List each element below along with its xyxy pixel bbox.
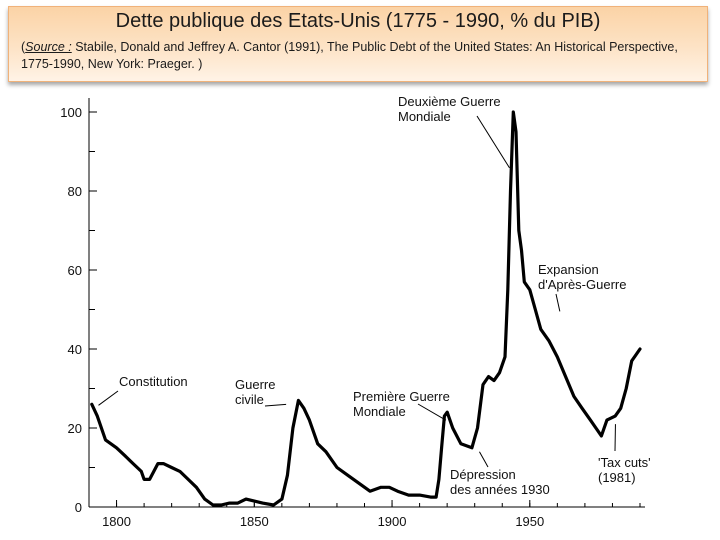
annotation-label: Guerre — [235, 377, 275, 392]
annotation-label: Mondiale — [398, 109, 451, 124]
y-tick-label: 40 — [68, 342, 82, 357]
annotation-label: civile — [235, 392, 264, 407]
annotation-label: (1981) — [598, 470, 636, 485]
annotation-leader — [479, 451, 489, 468]
source-paren: ( — [21, 40, 26, 54]
annotation-leader — [476, 115, 510, 169]
y-tick-label: 100 — [60, 105, 82, 120]
annotation-label: Première Guerre — [353, 389, 450, 404]
x-tick-label: 1800 — [102, 514, 131, 529]
title-banner: Dette publique des Etats-Unis (1775 - 19… — [8, 6, 708, 82]
x-tick-label: 1900 — [378, 514, 407, 529]
source-label: Source : — [25, 40, 72, 54]
annotation-leader — [98, 390, 119, 406]
annotation-label: Constitution — [119, 374, 188, 389]
annotation-label: 'Tax cuts' — [598, 455, 651, 470]
x-tick-label: 1850 — [240, 514, 269, 529]
annotation-label: Deuxième Guerre — [398, 94, 501, 109]
y-tick-label: 80 — [68, 184, 82, 199]
x-tick-label: 1950 — [515, 514, 544, 529]
y-tick-label: 0 — [75, 500, 82, 515]
annotation-label: des années 1930 — [450, 482, 550, 497]
annotation-leader — [264, 403, 287, 407]
annotation-leader — [555, 293, 561, 312]
annotation-leader — [417, 403, 447, 421]
source-text: Stabile, Donald and Jeffrey A. Cantor (1… — [21, 40, 678, 71]
chart-title: Dette publique des Etats-Unis (1775 - 19… — [115, 10, 601, 32]
debt-series-line — [90, 110, 642, 507]
y-tick-label: 20 — [68, 421, 82, 436]
annotation-label: Expansion — [538, 262, 599, 277]
annotation-label: Mondiale — [353, 404, 406, 419]
y-tick-label: 60 — [68, 263, 82, 278]
annotation-label: d'Après-Guerre — [538, 277, 626, 292]
source-citation: (Source : Stabile, Donald and Jeffrey A.… — [21, 39, 701, 73]
annotation-label: Dépression — [450, 467, 516, 482]
